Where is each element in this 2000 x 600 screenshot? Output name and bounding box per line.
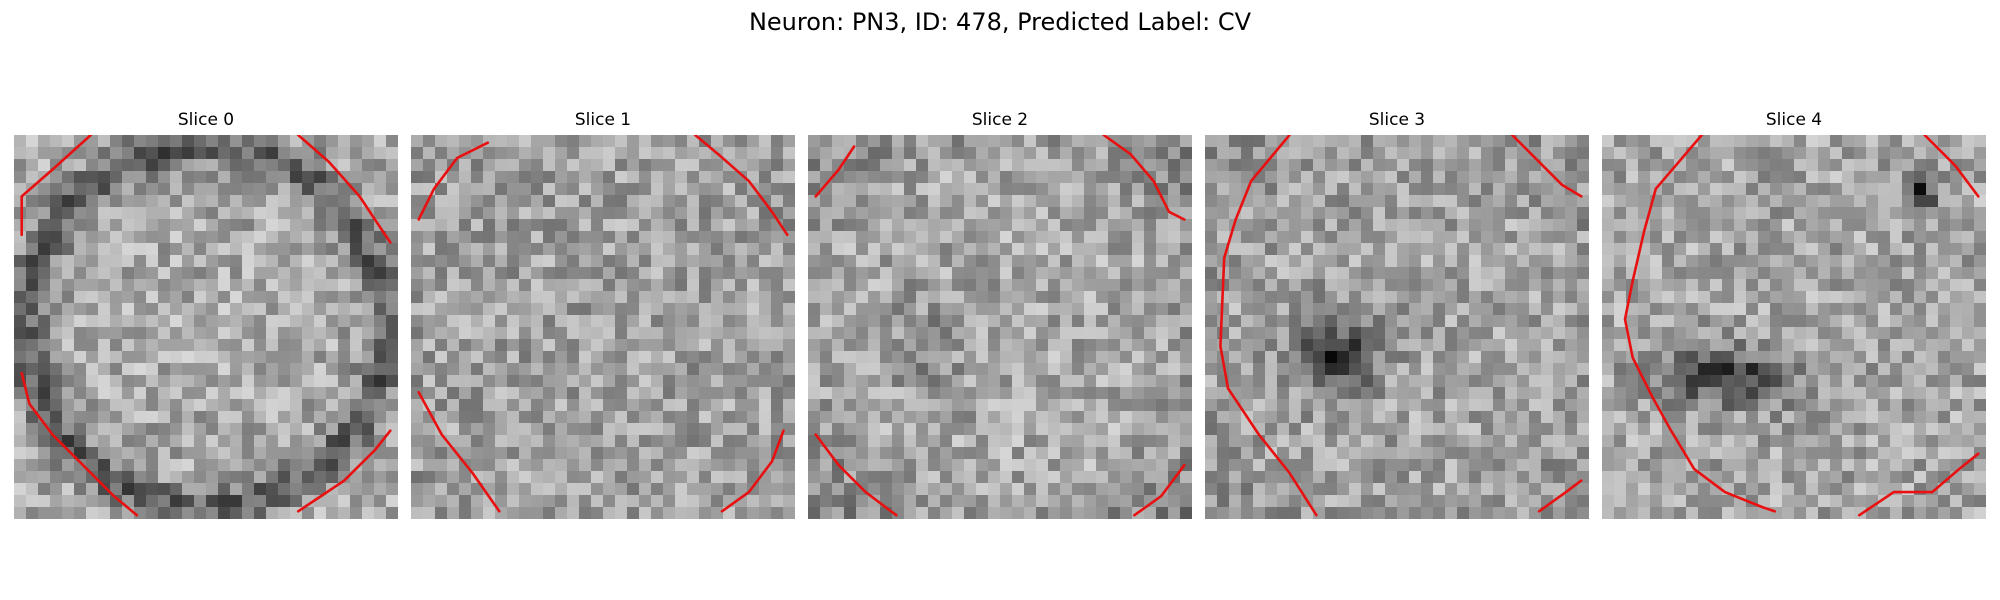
slice-panel-0: Slice 0: [14, 108, 398, 522]
slice-title-1: Slice 1: [574, 110, 632, 130]
contour-line-2: [1857, 452, 1980, 517]
contour-line-3: [1133, 463, 1186, 517]
contour-line-0: [1623, 135, 1777, 513]
contour-line-0: [1219, 135, 1318, 517]
contour-line-1: [693, 135, 789, 237]
contour-line-2: [20, 371, 139, 517]
contour-line-1: [1102, 135, 1186, 221]
slice-image-2: [808, 135, 1192, 519]
contour-line-2: [417, 390, 501, 513]
slice-panel-1: Slice 1: [411, 108, 795, 522]
slice-title-4: Slice 4: [1765, 110, 1823, 130]
contour-line-2: [1537, 479, 1583, 513]
contour-line-2: [814, 433, 898, 517]
slice-title-2: Slice 2: [971, 110, 1029, 130]
contour-line-0: [814, 145, 856, 198]
slice-title-3: Slice 3: [1368, 110, 1426, 130]
contour-line-3: [720, 429, 785, 513]
figure-title: Neuron: PN3, ID: 478, Predicted Label: C…: [748, 8, 1252, 36]
pixel-grid: [1602, 135, 1986, 519]
contour-line-0: [20, 135, 93, 237]
slice-title-0: Slice 0: [177, 110, 235, 130]
slice-image-3: [1205, 135, 1589, 519]
slice-panel-3: Slice 3: [1205, 108, 1589, 522]
contour-line-1: [1510, 135, 1583, 198]
contour-line-0: [417, 141, 490, 221]
slice-panel-2: Slice 2: [808, 108, 1192, 522]
contour-line-1: [1923, 135, 1980, 198]
contour-line-1: [296, 135, 392, 244]
slice-image-1: [411, 135, 795, 519]
slice-image-0: [14, 135, 398, 519]
pixel-grid: [14, 135, 398, 519]
pixel-grid: [1205, 135, 1589, 519]
slice-panel-4: Slice 4: [1602, 108, 1986, 522]
pixel-grid: [411, 135, 795, 519]
slice-image-4: [1602, 135, 1986, 519]
pixel-grid: [808, 135, 1192, 519]
contour-line-3: [296, 429, 392, 513]
